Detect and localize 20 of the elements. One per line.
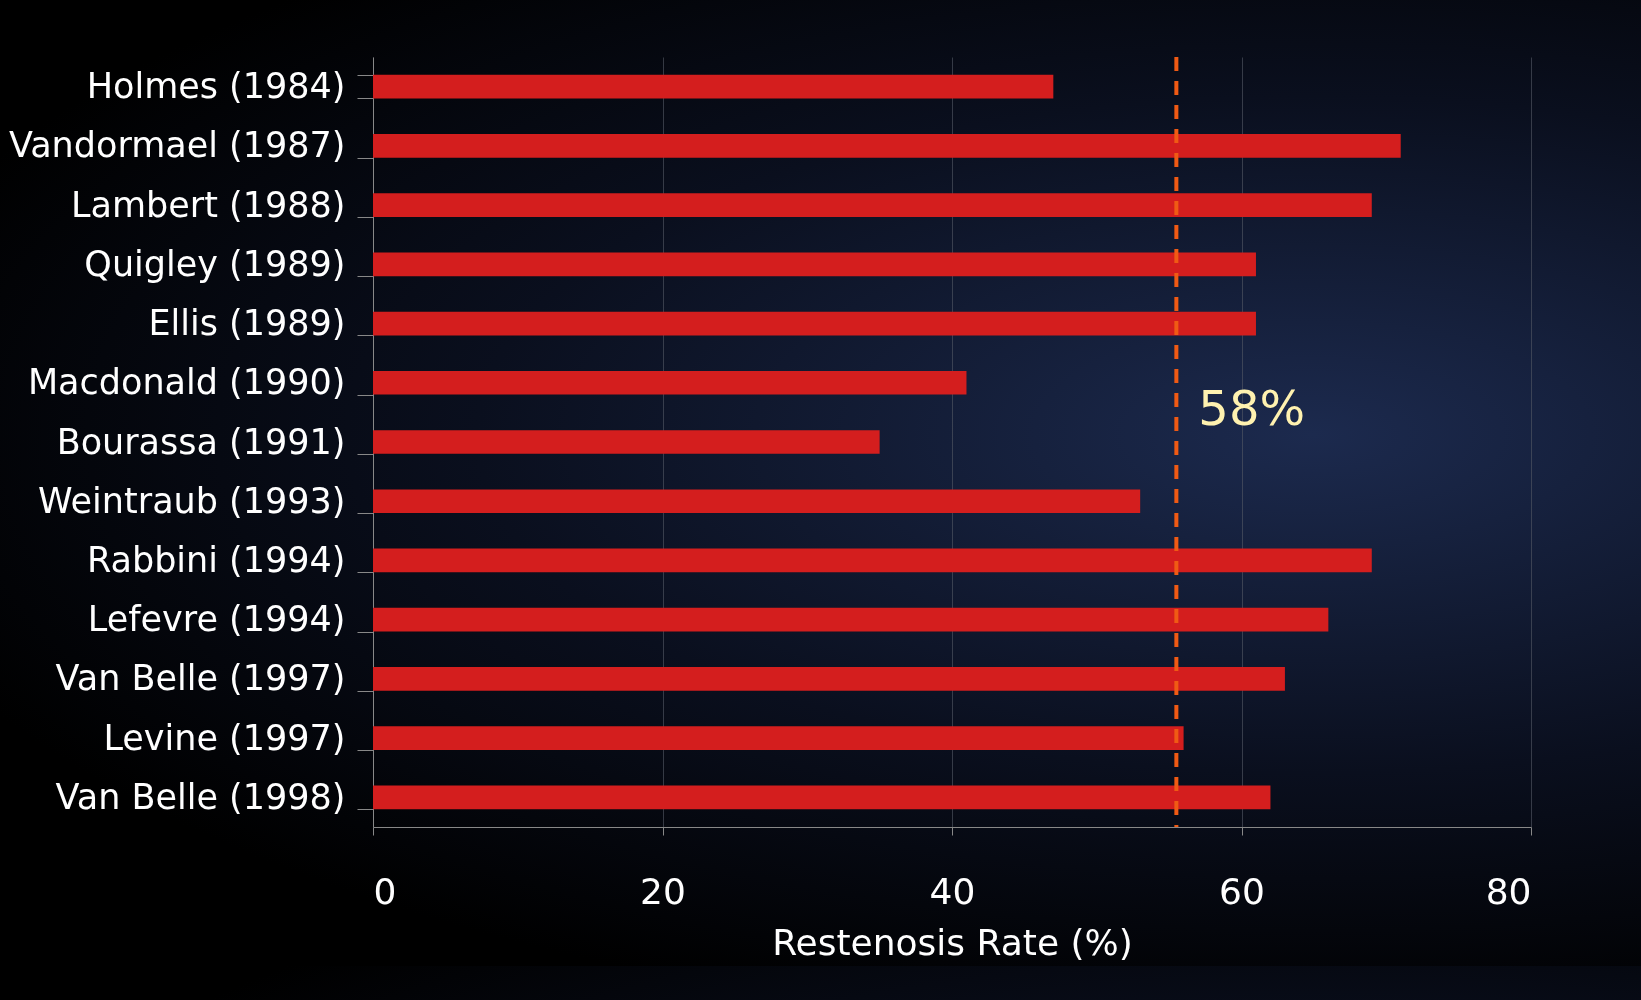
- y-tick-label: Rabbini (1994): [86, 539, 346, 580]
- y-tick-label: Van Belle (1997): [55, 658, 346, 699]
- y-tick-label: Van Belle (1998): [55, 776, 346, 817]
- y-tick-label: Ellis (1989): [148, 303, 346, 344]
- y-tick-label: Lefevre (1994): [87, 599, 346, 640]
- y-tick-label: Holmes (1984): [86, 66, 346, 107]
- x-tick-label: 80: [1485, 870, 1532, 912]
- y-tick-label: Vandormael (1987): [8, 125, 346, 166]
- x-axis-title: Restenosis Rate (%): [772, 921, 1133, 963]
- x-tick-label: 60: [1219, 870, 1265, 912]
- y-tick-label: Macdonald (1990): [27, 362, 346, 403]
- x-tick-label: 0: [373, 870, 397, 912]
- x-tick-label: 20: [640, 870, 686, 912]
- y-tick-label: Bourassa (1991): [56, 421, 346, 462]
- y-tick-label: Weintraub (1993): [38, 480, 346, 521]
- annotation: 58%: [1198, 380, 1306, 437]
- y-tick-label: Levine (1997): [103, 717, 346, 758]
- y-tick-label: Lambert (1988): [71, 184, 346, 225]
- y-tick-label: Quigley (1989): [84, 243, 346, 284]
- x-tick-label: 40: [929, 870, 976, 912]
